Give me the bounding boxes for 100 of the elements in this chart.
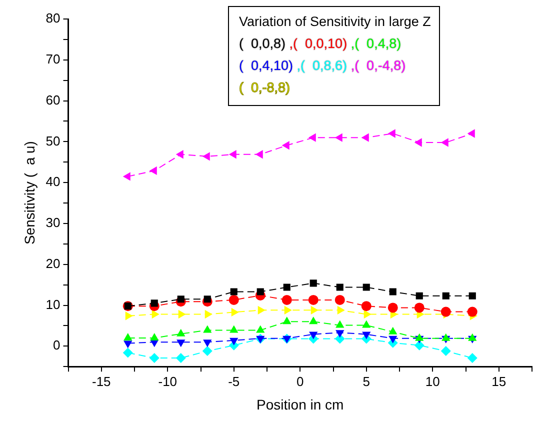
- text: ,( 0,0,10): [288, 36, 348, 51]
- point: [415, 333, 424, 341]
- point: [467, 129, 475, 138]
- y-tick-label: 60: [46, 92, 60, 108]
- point: [202, 152, 210, 161]
- point: [122, 348, 133, 358]
- x-axis-title: Position in cm: [256, 396, 344, 412]
- x-tick-label: 5: [362, 374, 370, 389]
- point: [282, 294, 292, 305]
- point: [440, 306, 451, 317]
- point: [283, 284, 290, 291]
- x-tick-label: 10: [425, 374, 440, 389]
- point: [467, 353, 478, 364]
- point: [416, 292, 423, 300]
- legend-title: Variation of Sensitivity in large Z: [239, 13, 431, 31]
- point: [364, 310, 372, 319]
- point: [204, 296, 211, 303]
- point: [414, 340, 424, 350]
- point: [440, 138, 448, 147]
- y-tick-label: 50: [46, 133, 60, 148]
- point: [124, 332, 132, 340]
- point: [256, 288, 264, 296]
- point: [230, 338, 238, 346]
- point: [442, 333, 450, 341]
- point: [176, 150, 184, 159]
- point: [203, 340, 212, 348]
- point: [336, 284, 344, 291]
- point: [388, 326, 398, 334]
- x-tick-label: -10: [158, 374, 178, 389]
- point: [202, 346, 212, 356]
- point: [337, 306, 345, 314]
- point: [362, 320, 371, 328]
- point: [284, 306, 292, 314]
- point: [125, 312, 133, 320]
- point: [150, 332, 159, 340]
- point: [230, 288, 238, 296]
- point: [256, 325, 265, 333]
- point: [388, 129, 396, 138]
- point: [258, 306, 266, 314]
- y-tick-label: 0: [53, 338, 60, 353]
- point: [442, 292, 450, 300]
- x-tick-label: -15: [92, 374, 111, 389]
- point: [204, 310, 212, 319]
- point: [282, 316, 292, 324]
- point: [149, 166, 157, 176]
- point: [334, 294, 345, 305]
- point: [468, 292, 476, 300]
- y-tick-label: 70: [46, 51, 60, 66]
- point: [336, 320, 344, 328]
- point: [203, 325, 212, 333]
- x-tick-label: -5: [228, 374, 240, 389]
- point: [230, 325, 238, 333]
- point: [177, 296, 184, 303]
- point: [122, 172, 130, 181]
- point: [176, 353, 186, 364]
- point: [124, 340, 132, 348]
- text: ,( 0,4,8): [350, 36, 402, 51]
- y-tick-label: 30: [46, 215, 60, 230]
- point: [414, 138, 422, 147]
- point: [310, 306, 318, 314]
- x-tick-label: 15: [492, 374, 506, 389]
- point: [308, 294, 318, 305]
- y-axis-title: Sensitivity ( a u): [21, 141, 38, 245]
- y-tick-label: 10: [46, 296, 60, 312]
- point: [150, 300, 158, 307]
- point: [176, 328, 186, 336]
- text: ,( 0,-4,8): [350, 58, 406, 73]
- point: [389, 288, 396, 296]
- point: [149, 353, 160, 364]
- point: [308, 133, 316, 142]
- point: [228, 150, 236, 159]
- point: [282, 141, 290, 150]
- point: [334, 133, 342, 142]
- point: [176, 340, 186, 348]
- point: [231, 308, 239, 317]
- point: [309, 332, 318, 340]
- point: [440, 346, 451, 356]
- point: [228, 294, 239, 305]
- y-tick-label: 40: [46, 174, 60, 190]
- text: ,( 0,8,6): [296, 58, 348, 73]
- point: [336, 330, 344, 338]
- point: [468, 333, 477, 341]
- point: [361, 133, 369, 142]
- text: ( 0,0,8): [239, 36, 286, 51]
- point: [467, 306, 478, 317]
- point: [361, 301, 372, 312]
- text: ( 0,4,10): [239, 58, 294, 73]
- point: [178, 310, 186, 319]
- point: [362, 284, 370, 291]
- point: [362, 332, 371, 340]
- point: [414, 302, 424, 313]
- x-tick-label: 0: [296, 374, 304, 389]
- y-tick-label: 20: [46, 256, 60, 271]
- y-tick-label: 80: [46, 10, 60, 26]
- point: [152, 310, 160, 319]
- point: [309, 316, 318, 324]
- point: [388, 336, 398, 344]
- point: [255, 150, 263, 159]
- text: ( 0,-8,8): [239, 80, 290, 95]
- point: [388, 302, 398, 313]
